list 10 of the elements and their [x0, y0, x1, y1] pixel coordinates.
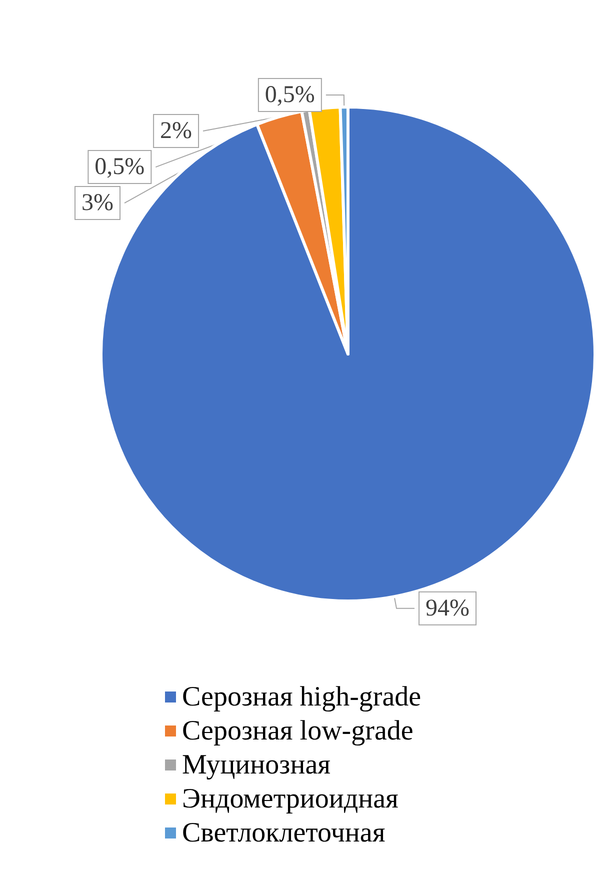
legend-label: Светлоклеточная [182, 818, 386, 848]
data-label: 94% [426, 595, 470, 622]
legend-label: Серозная low-grade [182, 716, 414, 746]
data-label: 0,5% [94, 154, 145, 180]
legend-label: Эндометриоидная [182, 784, 399, 814]
legend-label: Муцинозная [182, 750, 331, 780]
data-label: 0,5% [264, 82, 315, 108]
data-label: 3% [81, 190, 114, 216]
legend-label: Серозная high-grade [182, 682, 422, 712]
data-label: 2% [160, 118, 192, 144]
